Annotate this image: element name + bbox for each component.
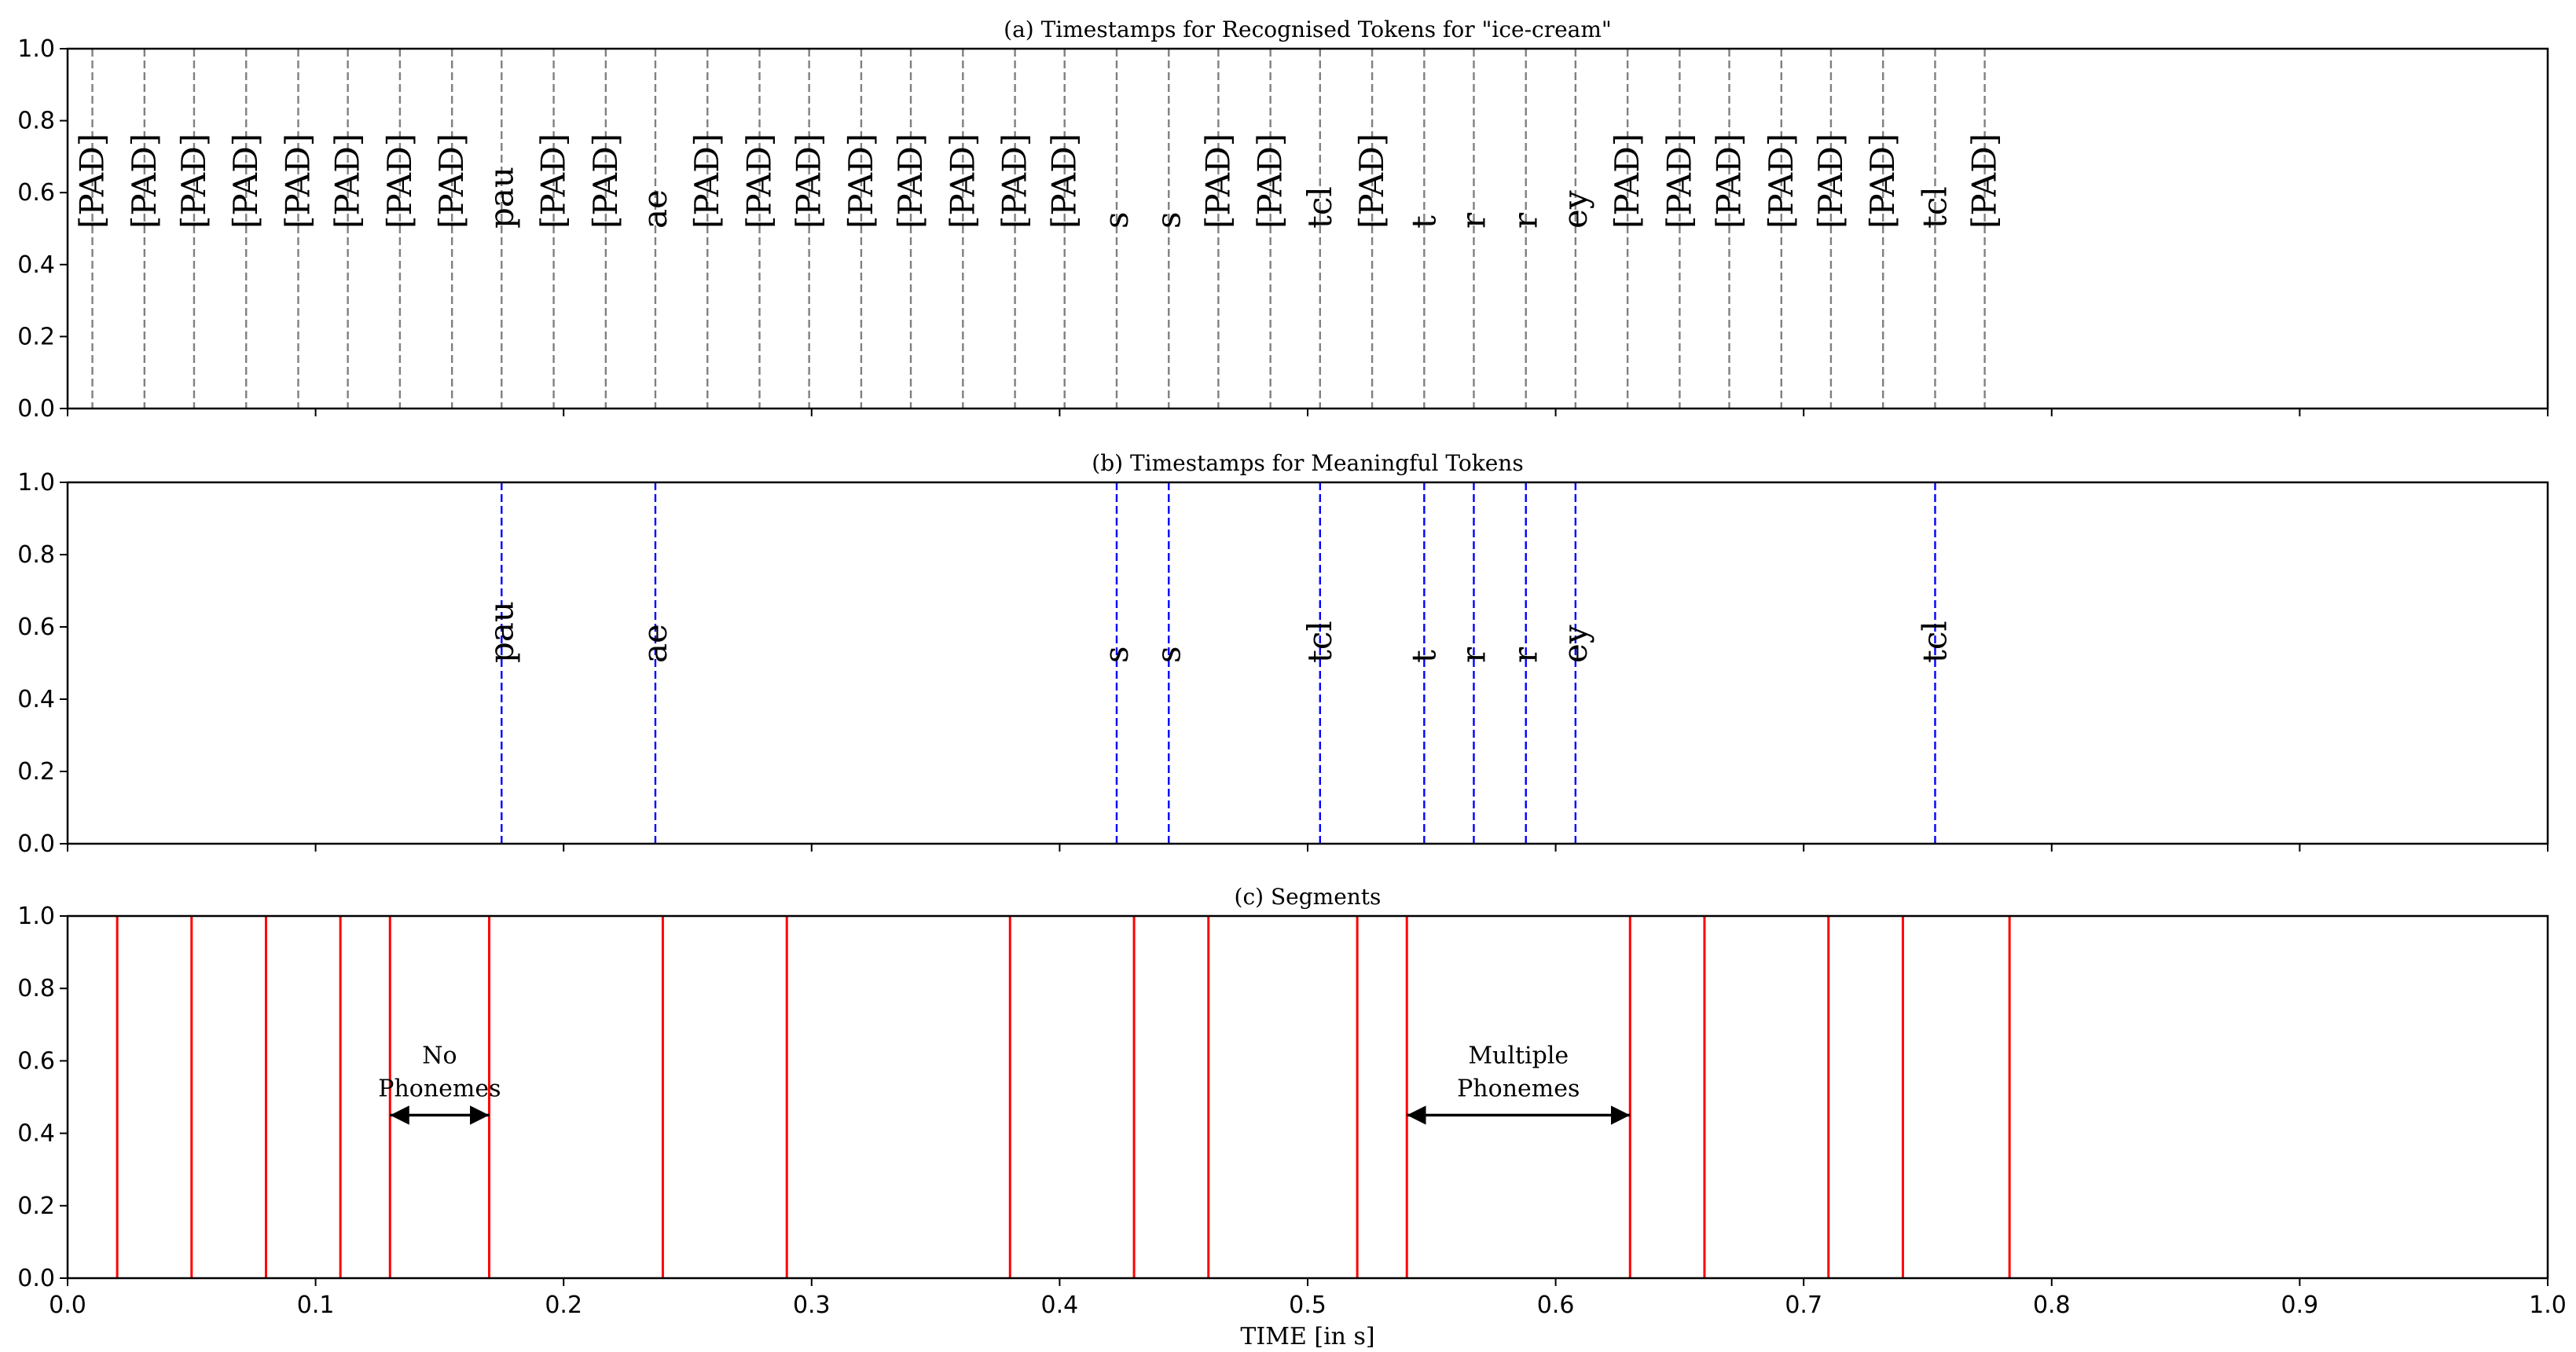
token-label: [PAD] xyxy=(891,134,930,229)
panel-title: (a) Timestamps for Recognised Tokens for… xyxy=(1004,16,1612,42)
token-label: [PAD] xyxy=(1045,134,1084,229)
x-tick-label: 0.4 xyxy=(1041,1292,1079,1319)
x-tick-label: 0.5 xyxy=(1289,1292,1327,1319)
y-tick-label: 0.4 xyxy=(17,251,55,279)
annotation-label: No xyxy=(422,1042,457,1070)
token-label: [PAD] xyxy=(125,134,163,229)
token-label: [PAD] xyxy=(1198,134,1237,229)
token-label: tcl xyxy=(1915,186,1954,229)
panel-a-timestamps-recognised: (a) Timestamps for Recognised Tokens for… xyxy=(17,16,2549,423)
x-tick-label: 0.6 xyxy=(1537,1292,1575,1319)
token-label: s xyxy=(1149,211,1187,229)
token-label: [PAD] xyxy=(432,134,471,229)
token-label: [PAD] xyxy=(1811,134,1850,229)
token-label: s xyxy=(1097,646,1136,663)
token-label: [PAD] xyxy=(1965,134,2004,229)
token-label: [PAD] xyxy=(1710,134,1749,229)
y-tick-label: 0.6 xyxy=(17,614,55,641)
token-label: [PAD] xyxy=(328,134,367,229)
x-tick-label: 0.1 xyxy=(297,1292,335,1319)
x-tick-label: 0.0 xyxy=(49,1292,86,1319)
annotation-label: Phonemes xyxy=(1457,1075,1580,1103)
y-tick-label: 0.4 xyxy=(17,686,55,713)
x-tick-label: 0.7 xyxy=(1785,1292,1822,1319)
token-label: [PAD] xyxy=(534,134,573,229)
panel-title: (b) Timestamps for Meaningful Tokens xyxy=(1092,450,1523,476)
x-tick-label: 0.9 xyxy=(2281,1292,2319,1319)
y-tick-label: 0.4 xyxy=(17,1120,55,1148)
panel-title: (c) Segments xyxy=(1235,884,1382,910)
y-tick-label: 0.0 xyxy=(17,395,55,423)
x-tick-label: 0.2 xyxy=(545,1292,582,1319)
panel-b-timestamps-meaningful: (b) Timestamps for Meaningful Tokens pau a… xyxy=(17,450,2549,858)
token-label: [PAD] xyxy=(1863,134,1902,229)
token-label: [PAD] xyxy=(943,134,982,229)
token-label: [PAD] xyxy=(688,134,726,229)
annotation-label: Phonemes xyxy=(378,1075,501,1103)
token-label: ey xyxy=(1556,190,1594,229)
token-label: ae xyxy=(636,624,674,663)
token-label: [PAD] xyxy=(996,134,1034,229)
x-tick-label: 1.0 xyxy=(2529,1292,2567,1319)
token-label: [PAD] xyxy=(73,134,112,229)
token-label: [PAD] xyxy=(586,134,625,229)
y-tick-label: 0.6 xyxy=(17,179,55,207)
token-label: [PAD] xyxy=(842,134,880,229)
token-label: tcl xyxy=(1301,621,1339,663)
token-label: [PAD] xyxy=(790,134,828,229)
y-tick-label: 0.6 xyxy=(17,1047,55,1075)
y-tick-label: 0.8 xyxy=(17,108,55,135)
token-label: [PAD] xyxy=(279,134,317,229)
token-label: r xyxy=(1454,647,1492,663)
y-tick-label: 1.0 xyxy=(17,469,55,496)
token-label: pau xyxy=(482,167,520,229)
y-tick-label: 0.2 xyxy=(17,1193,55,1220)
token-label: [PAD] xyxy=(740,134,779,229)
y-tick-label: 0.8 xyxy=(17,541,55,569)
y-tick-label: 0.0 xyxy=(17,1265,55,1292)
token-label: t xyxy=(1404,215,1443,229)
y-tick-label: 0.8 xyxy=(17,975,55,1002)
token-label: [PAD] xyxy=(226,134,265,229)
x-tick-label: 0.8 xyxy=(2033,1292,2071,1319)
annotation-label: Multiple xyxy=(1468,1042,1569,1070)
token-label: ey xyxy=(1556,625,1594,663)
token-label: s xyxy=(1149,646,1187,663)
token-label: r xyxy=(1454,212,1492,229)
y-tick-label: 0.2 xyxy=(17,758,55,786)
token-label: [PAD] xyxy=(1608,134,1646,229)
token-label: [PAD] xyxy=(1352,134,1391,229)
token-label: [PAD] xyxy=(1660,134,1698,229)
token-label: tcl xyxy=(1915,621,1954,663)
token-label: [PAD] xyxy=(1762,134,1800,229)
token-label: ae xyxy=(636,189,674,229)
token-label: pau xyxy=(482,601,520,663)
y-tick-label: 0.2 xyxy=(17,323,55,350)
token-label: r xyxy=(1506,647,1545,663)
token-label: [PAD] xyxy=(1251,134,1290,229)
token-label: [PAD] xyxy=(380,134,419,229)
token-label: tcl xyxy=(1301,186,1339,229)
token-label: s xyxy=(1097,211,1136,229)
x-tick-label: 0.3 xyxy=(793,1292,831,1319)
y-tick-label: 1.0 xyxy=(17,903,55,930)
token-label: [PAD] xyxy=(174,134,213,229)
token-label: t xyxy=(1404,650,1443,663)
panel-c-segments: (c) Segments No Phonemes Multiple Phonemes 0.… xyxy=(17,884,2567,1350)
y-tick-label: 0.0 xyxy=(17,830,55,858)
token-label: r xyxy=(1506,212,1545,229)
x-axis-label: TIME [in s] xyxy=(1240,1323,1374,1350)
y-tick-label: 1.0 xyxy=(17,35,55,63)
